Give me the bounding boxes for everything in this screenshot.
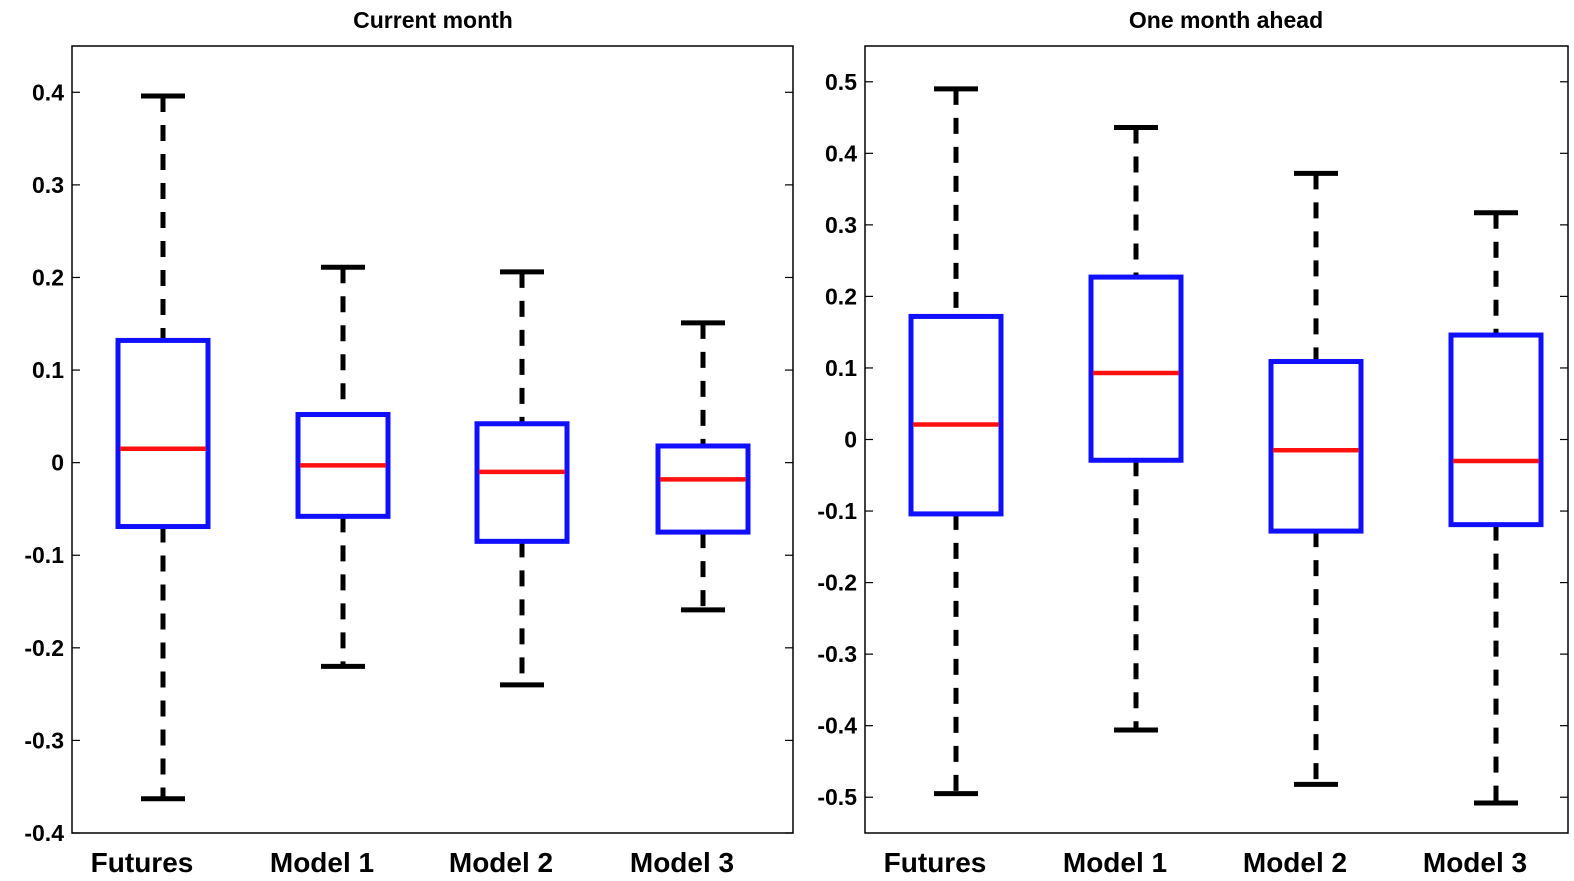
y-tick-label: 0.4 [825,140,857,166]
x-tick-label: Futures [91,847,194,878]
x-tick-label: Model 2 [1243,847,1347,878]
y-axis: 0.5 0.4 0.3 0.2 0.1 0 -0.1 -0.2 -0.3 -0.4 -0.5 [817,69,1568,810]
x-axis: Futures Model 1 Model 2 Model 3 [91,847,734,878]
boxes [115,93,751,802]
box-model-2 [1268,170,1364,787]
box-model-2 [474,269,570,688]
y-tick-label: -0.2 [24,635,64,661]
chart-title: One month ahead [1129,7,1323,33]
box-model-1 [1088,125,1184,733]
y-tick-label: 0.1 [825,355,857,381]
panel-current-month: Current month 0.4 0.3 0.2 0.1 0 -0.1 -0.2 -0.3 -… [24,7,794,878]
y-tick-label: 0.2 [32,264,64,290]
box-model-3 [1448,210,1544,806]
box-model-3 [655,320,751,613]
y-tick-label: 0.5 [825,69,857,95]
iqr-box [1448,332,1544,528]
y-tick-label: -0.4 [817,713,857,739]
x-axis: Futures Model 1 Model 2 Model 3 [884,847,1527,878]
y-tick-label: 0.1 [32,357,64,383]
y-tick-label: -0.4 [24,820,64,846]
y-tick-label: 0.2 [825,283,857,309]
box-model-1 [295,264,391,669]
plot-area-frame [71,45,794,834]
y-tick-label: -0.1 [24,542,64,568]
iqr-box [1088,274,1184,463]
iqr-box [474,421,570,544]
boxes [908,86,1544,806]
box-futures [115,93,211,802]
x-tick-label: Model 1 [1063,847,1167,878]
y-tick-label: -0.3 [817,641,857,667]
x-tick-label: Futures [884,847,987,878]
box-futures [908,86,1004,797]
y-tick-label: -0.1 [817,498,857,524]
y-tick-label: -0.5 [817,784,857,810]
y-tick-label: 0.3 [32,172,64,198]
y-axis: 0.4 0.3 0.2 0.1 0 -0.1 -0.2 -0.3 -0.4 [24,79,793,846]
y-tick-label: 0 [844,427,857,453]
iqr-box [655,443,751,535]
x-tick-label: Model 2 [449,847,553,878]
chart-title: Current month [353,7,513,33]
iqr-box [115,337,211,530]
y-tick-label: 0.3 [825,212,857,238]
panel-one-month-ahead: One month ahead 0.5 0.4 0.3 0.2 0.1 0 -0.1 -0.2… [817,7,1569,878]
iqr-box [908,313,1004,517]
iqr-box [1268,359,1364,534]
y-tick-label: 0 [51,450,64,476]
y-tick-label: -0.2 [817,570,857,596]
x-tick-label: Model 3 [630,847,734,878]
y-tick-label: 0.4 [32,79,64,105]
x-tick-label: Model 3 [1423,847,1527,878]
x-tick-label: Model 1 [270,847,374,878]
y-tick-label: -0.3 [24,727,64,753]
